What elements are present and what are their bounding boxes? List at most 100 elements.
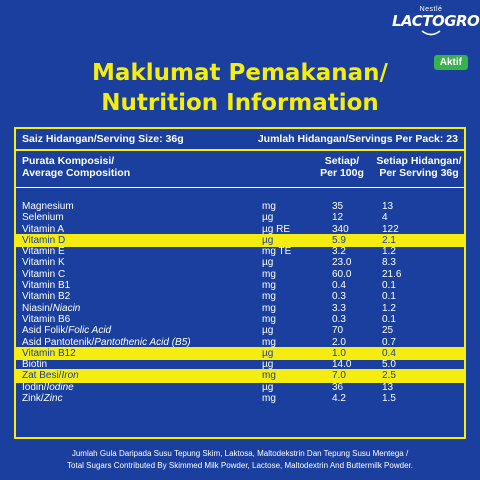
value-per-100g: 4.2 <box>332 393 346 405</box>
nutrient-name-ms: Asid Folik/ <box>22 325 69 337</box>
value-per-100g: 5.9 <box>332 234 346 246</box>
nutrient-unit: µg <box>262 212 274 224</box>
value-per-100g: 0.4 <box>332 280 346 292</box>
nutrient-unit: mg <box>262 370 276 382</box>
nutrient-unit: mg TE <box>262 246 292 258</box>
nutrient-name-ms: Vitamin B2 <box>22 291 71 303</box>
table-row: Selenium µg 12 4 <box>16 212 464 223</box>
nutrient-name: Vitamin B12 <box>22 348 76 359</box>
table-body: Magnesium mg 35 13 Selenium µg 12 4 Vitamin A µg … <box>16 201 464 404</box>
value-per-100g: 1.0 <box>332 347 346 359</box>
nutrient-unit: µg <box>262 347 274 359</box>
serving-info: Saiz Hidangan/Serving Size: 36g Jumlah H… <box>16 129 464 151</box>
value-per-serving: 1.2 <box>382 246 396 258</box>
header-perserving: Setiap Hidangan/ Per Serving 36g <box>376 155 462 179</box>
nutrient-name-en: Iron <box>61 370 79 382</box>
nutrient-name-ms: Vitamin B1 <box>22 280 71 292</box>
nutrient-unit: µg <box>262 325 274 337</box>
value-per-100g: 2.0 <box>332 336 346 348</box>
nutrient-unit: µg <box>262 381 274 393</box>
value-per-100g: 3.2 <box>332 246 346 258</box>
table-row: Vitamin E mg TE 3.2 1.2 <box>16 246 464 257</box>
header-composition: Purata Komposisi/ Average Composition <box>22 155 131 179</box>
value-per-serving: 13 <box>382 201 394 212</box>
nutrient-name-ms: Zink/ <box>22 393 44 405</box>
nutrient-name: Niasin/Niacin <box>22 303 80 314</box>
nutrient-unit: µg <box>262 359 274 371</box>
smile-icon <box>421 30 441 36</box>
value-per-serving: 0.1 <box>382 291 396 303</box>
value-per-serving: 8.3 <box>382 257 396 269</box>
nutrient-unit: µg RE <box>262 223 290 235</box>
table-row: Asid Pantotenik/Pantothenic Acid (B5) mg 2… <box>16 337 464 348</box>
brand-name: LACTOGROW <box>392 12 480 30</box>
nutrient-name-ms: Magnesium <box>22 201 74 212</box>
table-row: Magnesium mg 35 13 <box>16 201 464 212</box>
title-line-2: Nutrition Information <box>101 90 379 116</box>
nutrient-name: Vitamin B2 <box>22 291 70 302</box>
value-per-100g: 3.3 <box>332 302 346 314</box>
nutrient-name-ms: Vitamin E <box>22 246 65 258</box>
nutrient-name: Iodin/Iodine <box>22 382 74 393</box>
table-row: Asid Folik/Folic Acid µg 70 25 <box>16 325 464 336</box>
nutrient-name: Zat Besi/Iron <box>22 370 79 381</box>
nutrient-name: Biotin <box>22 359 47 370</box>
nutrient-name-ms: Vitamin C <box>22 268 66 280</box>
nutrient-name: Vitamin B1 <box>22 280 70 291</box>
table-header: Purata Komposisi/ Average Composition Se… <box>16 151 464 188</box>
table-row: Vitamin B6 mg 0.3 0.1 <box>16 314 464 325</box>
brand-logo: Nestlé LACTOGROW <box>392 6 480 37</box>
nutrient-name-ms: Vitamin D <box>22 234 66 246</box>
nutrient-name: Zink/Zinc <box>22 393 63 404</box>
nutrient-unit: µg <box>262 257 274 269</box>
value-per-serving: 21.6 <box>382 268 402 280</box>
table-row: Vitamin A µg RE 340 122 <box>16 224 464 235</box>
value-per-serving: 13 <box>382 381 394 393</box>
nutrient-name: Magnesium <box>22 201 74 212</box>
title-line-1: Maklumat Pemakanan/ <box>92 60 388 86</box>
serving-size: Saiz Hidangan/Serving Size: 36g <box>22 133 184 145</box>
value-per-100g: 0.3 <box>332 291 346 303</box>
table-row: Niasin/Niacin mg 3.3 1.2 <box>16 303 464 314</box>
value-per-100g: 23.0 <box>332 257 352 269</box>
table-row: Vitamin B2 mg 0.3 0.1 <box>16 291 464 302</box>
nutrient-name-ms: Vitamin B6 <box>22 313 71 325</box>
nutrient-name-ms: Zat Besi/ <box>22 370 62 382</box>
nutrient-name: Asid Folik/Folic Acid <box>22 325 111 336</box>
table-row: Iodin/Iodine µg 36 13 <box>16 382 464 393</box>
nutrient-name-ms: Vitamin A <box>22 223 65 235</box>
nutrient-name: Vitamin C <box>22 269 65 280</box>
value-per-100g: 12 <box>332 212 344 224</box>
nutrition-panel: Saiz Hidangan/Serving Size: 36g Jumlah H… <box>14 127 466 439</box>
value-per-serving: 25 <box>382 325 394 337</box>
nutrient-unit: mg <box>262 393 276 405</box>
value-per-100g: 60.0 <box>332 268 352 280</box>
table-row: Biotin µg 14.0 5.0 <box>16 359 464 370</box>
nutrient-name-ms: Biotin <box>22 359 48 371</box>
value-per-100g: 340 <box>332 223 349 235</box>
nutrient-unit: mg <box>262 291 276 303</box>
nutrient-name: Vitamin D <box>22 235 65 246</box>
table-row: Zink/Zinc mg 4.2 1.5 <box>16 393 464 404</box>
value-per-serving: 0.4 <box>382 347 396 359</box>
nutrient-name-ms: Iodin/ <box>22 381 47 393</box>
nutrient-name: Selenium <box>22 212 64 223</box>
nutrient-name-en: Iodine <box>46 381 74 393</box>
nutrient-unit: µg <box>262 234 274 246</box>
nutrient-name-ms: Niasin/ <box>22 302 53 314</box>
value-per-serving: 1.2 <box>382 302 396 314</box>
nutrient-name-ms: Asid Pantotenik/ <box>22 336 95 348</box>
nutrient-name-ms: Selenium <box>22 212 64 224</box>
value-per-100g: 14.0 <box>332 359 352 371</box>
nutrient-name: Vitamin K <box>22 257 65 268</box>
nutrient-name-en: Folic Acid <box>68 325 112 337</box>
nutrient-unit: mg <box>262 302 276 314</box>
value-per-100g: 70 <box>332 325 344 337</box>
table-row: Zat Besi/Iron mg 7.0 2.5 <box>16 369 464 384</box>
footnote-line-1: Jumlah Gula Daripada Susu Tepung Skim, L… <box>71 449 409 458</box>
nutrient-unit: mg <box>262 201 276 212</box>
nutrient-name-en: Pantothenic Acid (B5) <box>94 336 191 348</box>
page-title: Maklumat Pemakanan/ Nutrition Informatio… <box>0 58 480 118</box>
value-per-serving: 0.1 <box>382 313 396 325</box>
nutrient-unit: mg <box>262 336 276 348</box>
